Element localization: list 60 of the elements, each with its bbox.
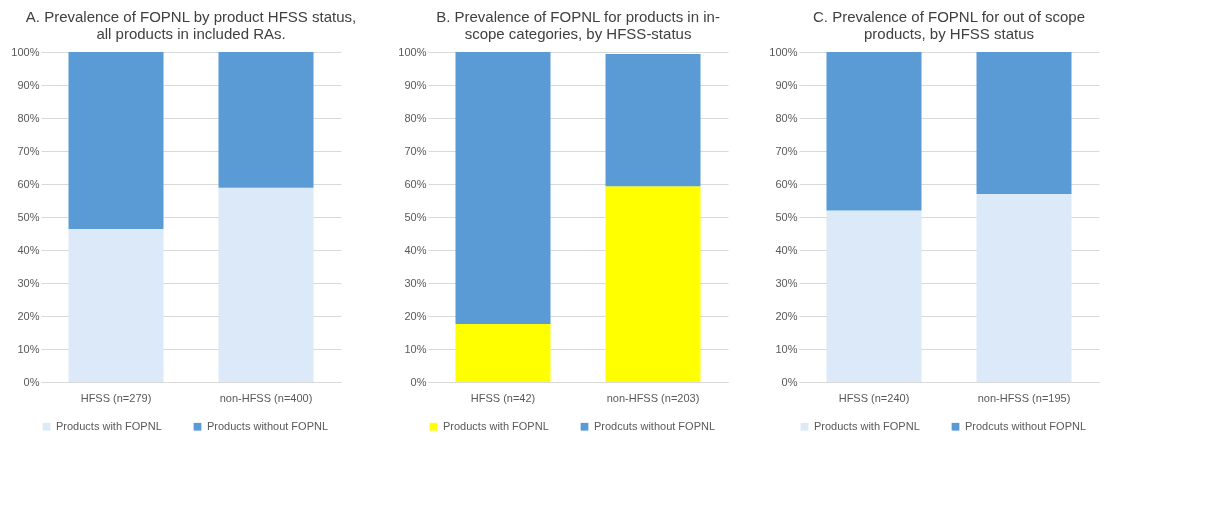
legend-label: Products with FOPNL xyxy=(443,419,549,432)
y-tick-label: 10% xyxy=(17,342,40,355)
y-tick-label: 60% xyxy=(17,177,40,190)
y-tick-label: 0% xyxy=(410,375,427,388)
legend-label: Products with FOPNL xyxy=(56,419,162,432)
y-tick-label: 80% xyxy=(17,111,40,124)
y-tick-label: 10% xyxy=(775,342,798,355)
chart-title: A. Prevalence of FOPNL by product HFSS status, all products in included RAs. xyxy=(25,8,357,42)
y-tick-label: 50% xyxy=(775,210,798,223)
bar xyxy=(455,52,551,324)
bar xyxy=(826,210,922,382)
y-tick-label: 80% xyxy=(404,111,427,124)
bar xyxy=(218,187,314,382)
bar xyxy=(976,193,1072,382)
y-tick-label: 90% xyxy=(404,78,427,91)
x-tick-label: HFSS (n=240) xyxy=(838,391,910,404)
bar xyxy=(68,228,164,382)
y-tick-label: 70% xyxy=(775,144,798,157)
y-tick-label: 100% xyxy=(11,45,40,58)
chart-title: C. Prevalence of FOPNL for out of scope products, by HFSS status xyxy=(812,8,1086,42)
y-tick-label: 20% xyxy=(17,309,40,322)
y-tick-label: 20% xyxy=(404,309,427,322)
chart-title: B. Prevalence of FOPNL for products in in-scope categories, by HFSS-status xyxy=(436,8,720,42)
x-tick-label: non-HFSS (n=203) xyxy=(606,391,700,404)
y-tick-label: 40% xyxy=(404,243,427,256)
y-tick-label: 30% xyxy=(17,276,40,289)
y-tick-label: 0% xyxy=(781,375,798,388)
x-tick-label: non-HFSS (n=400) xyxy=(219,391,313,404)
bar xyxy=(826,52,922,211)
y-tick-label: 50% xyxy=(17,210,40,223)
x-tick-label: HFSS (n=279) xyxy=(80,391,152,404)
bar xyxy=(976,52,1072,194)
y-tick-label: 40% xyxy=(775,243,798,256)
y-tick-label: 70% xyxy=(17,144,40,157)
y-tick-label: 60% xyxy=(775,177,798,190)
bar xyxy=(605,186,701,382)
y-tick-label: 20% xyxy=(775,309,798,322)
y-tick-label: 0% xyxy=(23,375,40,388)
y-tick-label: 30% xyxy=(775,276,798,289)
legend-label: Prodcuts without FOPNL xyxy=(965,419,1087,432)
y-tick-label: 90% xyxy=(775,78,798,91)
y-tick-label: 50% xyxy=(404,210,427,223)
y-tick-label: 100% xyxy=(398,45,427,58)
y-tick-label: 100% xyxy=(769,45,798,58)
bar xyxy=(218,52,314,188)
y-tick-label: 10% xyxy=(404,342,427,355)
bar xyxy=(68,52,164,229)
legend-label: Products with FOPNL xyxy=(814,419,920,432)
y-tick-label: 40% xyxy=(17,243,40,256)
y-tick-label: 70% xyxy=(404,144,427,157)
y-tick-label: 30% xyxy=(404,276,427,289)
x-tick-label: HFSS (n=42) xyxy=(470,391,536,404)
y-tick-label: 80% xyxy=(775,111,798,124)
x-tick-label: non-HFSS (n=195) xyxy=(977,391,1071,404)
legend-label: Products without FOPNL xyxy=(207,419,329,432)
legend-label: Prodcuts without FOPNL xyxy=(594,419,716,432)
bar xyxy=(605,53,701,187)
y-tick-label: 60% xyxy=(404,177,427,190)
bar xyxy=(455,323,551,382)
y-tick-label: 90% xyxy=(17,78,40,91)
